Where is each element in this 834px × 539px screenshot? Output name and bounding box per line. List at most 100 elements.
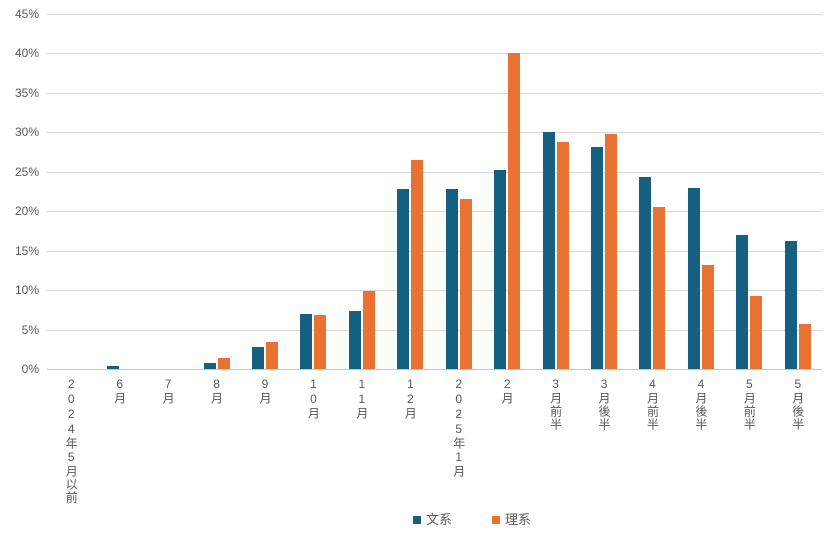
y-tick-label: 10% bbox=[14, 283, 39, 298]
category-slot bbox=[628, 14, 676, 369]
x-tick-label: 7月 bbox=[161, 377, 176, 405]
category-slot bbox=[192, 14, 240, 369]
category-slot bbox=[289, 14, 337, 369]
bar-bunkei bbox=[203, 362, 216, 369]
bar-rikei bbox=[653, 207, 666, 369]
bar-rikei bbox=[362, 290, 375, 369]
x-tick-label: 6月 bbox=[112, 377, 127, 405]
bars-container bbox=[47, 14, 822, 369]
x-tick-slot: 6月 bbox=[95, 377, 143, 505]
category-slot bbox=[95, 14, 143, 369]
x-tick-label: 12月 bbox=[403, 377, 418, 420]
x-tick-slot: 8月 bbox=[192, 377, 240, 505]
y-tick-label: 15% bbox=[14, 243, 39, 258]
bar-bunkei bbox=[251, 346, 264, 369]
gridline bbox=[47, 329, 822, 331]
legend-label-bunkei: 文系 bbox=[426, 512, 453, 527]
x-tick-label: 3月後半 bbox=[597, 377, 612, 431]
bar-rikei bbox=[217, 357, 230, 369]
y-tick-label: 20% bbox=[14, 204, 39, 219]
bar-rikei bbox=[605, 133, 618, 369]
bar-bunkei bbox=[494, 170, 507, 369]
bar-rikei bbox=[798, 324, 811, 369]
bar-bunkei bbox=[784, 241, 797, 369]
bar-bunkei bbox=[106, 365, 119, 369]
category-slot bbox=[47, 14, 95, 369]
category-slot bbox=[677, 14, 725, 369]
category-slot bbox=[338, 14, 386, 369]
plot-area bbox=[47, 14, 822, 370]
bar-bunkei bbox=[397, 189, 410, 369]
category-slot bbox=[386, 14, 434, 369]
x-tick-slot: 5月前半 bbox=[725, 377, 773, 505]
y-tick-label: 0% bbox=[21, 362, 39, 376]
bar-bunkei bbox=[687, 188, 700, 369]
x-tick-label: 2025年1月 bbox=[451, 377, 466, 478]
legend-label-rikei: 理系 bbox=[505, 512, 532, 527]
x-tick-slot: 10月 bbox=[289, 377, 337, 505]
legend: 文系 理系 bbox=[413, 512, 531, 527]
bar-rikei bbox=[508, 52, 521, 369]
category-slot bbox=[435, 14, 483, 369]
bar-bunkei bbox=[300, 313, 313, 369]
x-tick-label: 10月 bbox=[306, 377, 321, 420]
gridline bbox=[47, 171, 822, 173]
x-tick-label: 5月前半 bbox=[742, 377, 757, 431]
x-tick-label: 9月 bbox=[257, 377, 272, 405]
y-tick-label: 35% bbox=[14, 85, 39, 100]
x-tick-slot: 7月 bbox=[144, 377, 192, 505]
category-slot bbox=[144, 14, 192, 369]
gridline bbox=[47, 250, 822, 252]
y-tick-label: 45% bbox=[14, 7, 39, 21]
x-tick-slot: 5月後半 bbox=[774, 377, 822, 505]
gridline bbox=[47, 92, 822, 94]
bar-bunkei bbox=[542, 131, 555, 369]
gridline bbox=[47, 290, 822, 292]
bar-rikei bbox=[750, 295, 763, 369]
y-tick-label: 25% bbox=[14, 164, 39, 179]
x-tick-label: 4月前半 bbox=[645, 377, 660, 431]
x-tick-slot: 2月 bbox=[483, 377, 531, 505]
x-tick-slot: 3月前半 bbox=[531, 377, 579, 505]
x-axis: 2024年5月以前 6月 7月 8月 9月 10月 11月 12月 2025年1月 2月 3月前半 3… bbox=[47, 377, 822, 505]
category-slot bbox=[774, 14, 822, 369]
category-slot bbox=[725, 14, 773, 369]
x-tick-label: 11月 bbox=[354, 377, 369, 420]
bar-bunkei bbox=[445, 189, 458, 369]
bar-bunkei bbox=[736, 234, 749, 369]
x-tick-slot: 9月 bbox=[241, 377, 289, 505]
x-tick-label: 2024年5月以前 bbox=[64, 377, 79, 504]
bar-rikei bbox=[265, 342, 278, 369]
y-tick-label: 30% bbox=[14, 125, 39, 140]
bar-rikei bbox=[314, 315, 327, 369]
x-tick-slot: 2025年1月 bbox=[435, 377, 483, 505]
gridline bbox=[47, 53, 822, 55]
gridline bbox=[47, 132, 822, 134]
category-slot bbox=[580, 14, 628, 369]
x-tick-slot: 3月後半 bbox=[580, 377, 628, 505]
bar-rikei bbox=[459, 198, 472, 369]
legend-swatch-bunkei bbox=[413, 515, 421, 524]
x-tick-slot: 4月前半 bbox=[628, 377, 676, 505]
y-tick-label: 40% bbox=[14, 46, 39, 61]
x-tick-label: 3月前半 bbox=[548, 377, 563, 431]
legend-item-rikei: 理系 bbox=[492, 512, 531, 527]
bar-bunkei bbox=[639, 177, 652, 369]
y-tick-label: 5% bbox=[21, 322, 39, 337]
bar-bunkei bbox=[348, 311, 361, 369]
bar-bunkei bbox=[591, 147, 604, 369]
bar-rikei bbox=[556, 141, 569, 369]
x-tick-slot: 12月 bbox=[386, 377, 434, 505]
gridline bbox=[47, 211, 822, 213]
x-tick-slot: 4月後半 bbox=[677, 377, 725, 505]
x-tick-label: 4月後半 bbox=[693, 377, 708, 431]
category-slot bbox=[241, 14, 289, 369]
category-slot bbox=[483, 14, 531, 369]
x-tick-slot: 2024年5月以前 bbox=[47, 377, 95, 505]
x-tick-slot: 11月 bbox=[338, 377, 386, 505]
x-axis-line bbox=[47, 369, 822, 370]
legend-item-bunkei: 文系 bbox=[413, 512, 452, 527]
legend-swatch-rikei bbox=[492, 515, 501, 524]
bar-rikei bbox=[411, 159, 424, 369]
